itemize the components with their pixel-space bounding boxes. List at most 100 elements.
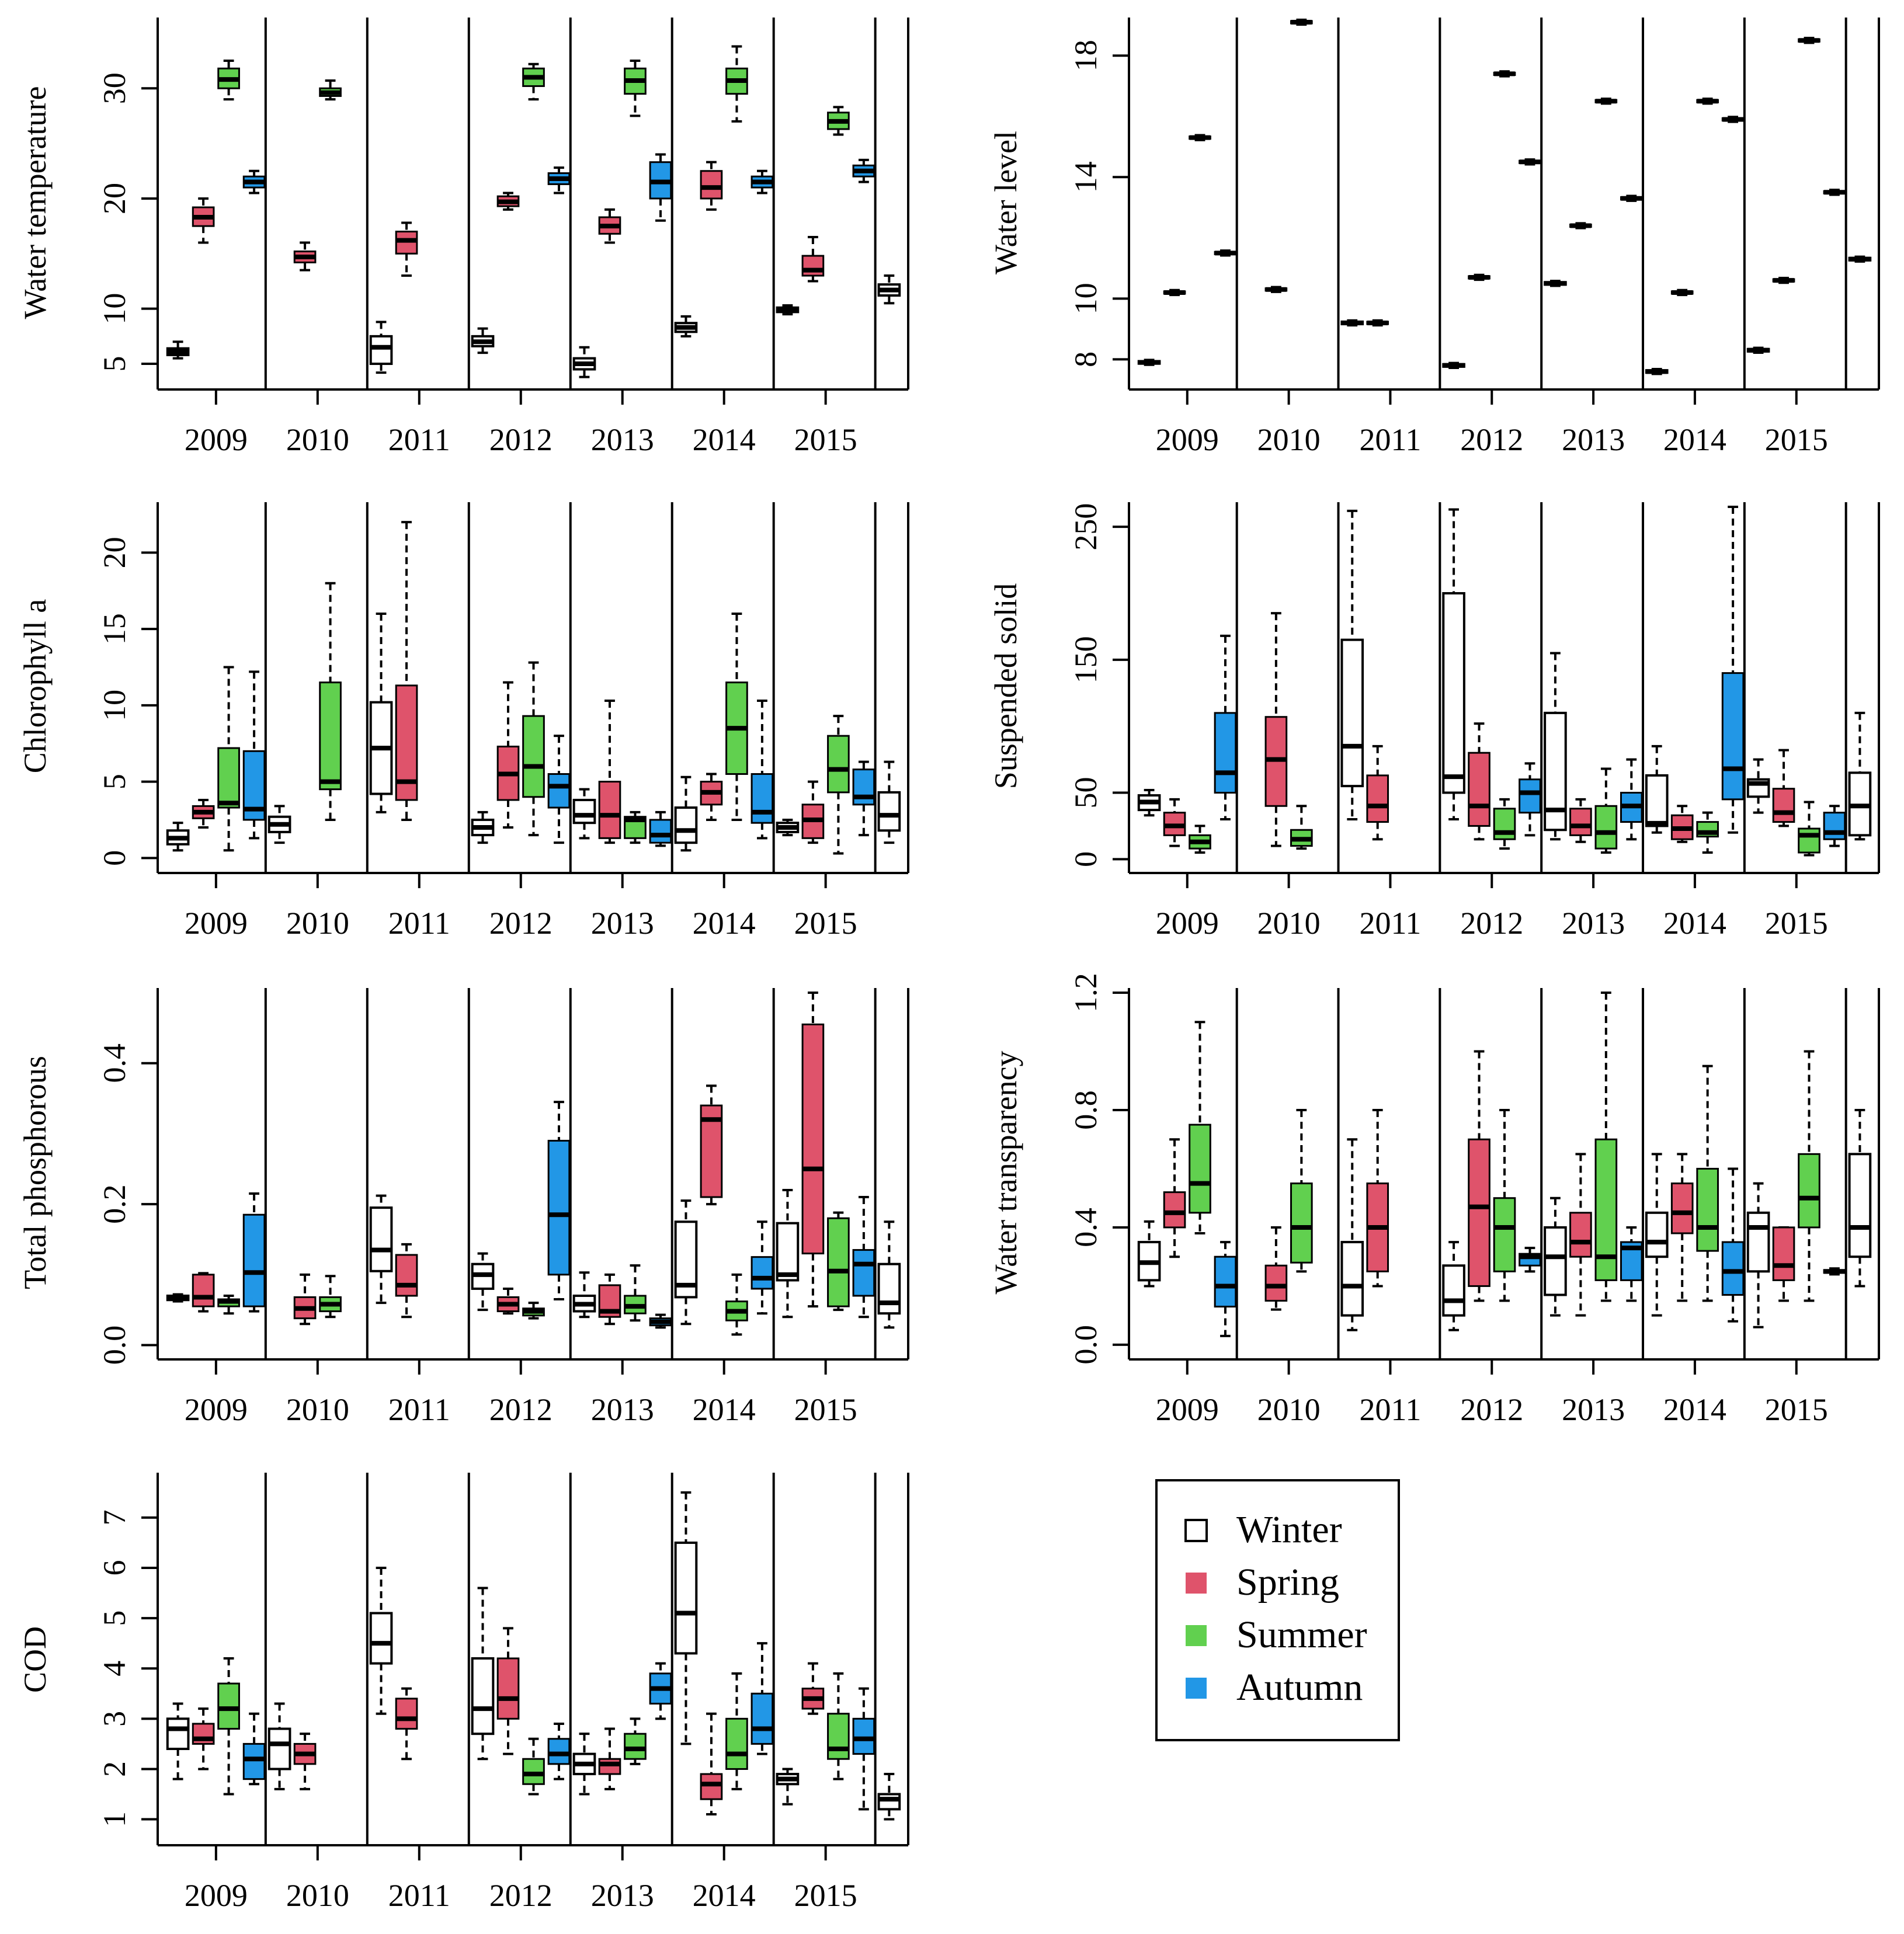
box-summer [624, 1717, 647, 1765]
box-spring [1670, 1153, 1694, 1302]
box-body [877, 1793, 901, 1811]
y-tick-label: 0.8 [1068, 1090, 1103, 1130]
box-autumn [649, 1313, 672, 1329]
box-winter [674, 1491, 698, 1745]
box-winter [166, 340, 190, 360]
y-tick-label: 14 [1068, 161, 1103, 193]
box-winter [1746, 346, 1770, 354]
box-autumn [751, 700, 774, 840]
box-body [877, 791, 901, 832]
panel-cod: COD 1 2 3 4 5 6 7 2009 2010 2011 2012 2013 2014 2015 [18, 1473, 909, 1913]
y-tick-label: 0.2 [97, 1184, 132, 1224]
box-body [598, 781, 621, 839]
box-spring [1468, 1050, 1490, 1302]
y-tick-label: 18 [1068, 40, 1103, 71]
box-spring [293, 1273, 317, 1326]
box-autumn [242, 1192, 266, 1313]
box-body [369, 1206, 393, 1272]
x-tick-label: 2009 [1156, 906, 1219, 941]
box-spring [395, 221, 418, 277]
box-body [547, 773, 571, 809]
box-body [1721, 672, 1745, 801]
box-body [217, 1682, 240, 1730]
x-tick-label: 2010 [286, 1392, 349, 1427]
box-autumn [1823, 1267, 1846, 1276]
panel-water-level: Water level 8 10 14 18 2009 2010 2011 2012 2013 2… [988, 18, 1880, 457]
y-tick-label: 20 [97, 537, 132, 568]
box-body [700, 1773, 723, 1800]
x-tick-label: 2014 [693, 422, 756, 457]
legend-label-spring: Spring [1236, 1561, 1339, 1603]
box-autumn [1519, 762, 1541, 837]
box-autumn [547, 166, 571, 194]
x-tick-label: 2012 [1460, 906, 1523, 941]
box-winter [1645, 745, 1669, 834]
box-spring [1366, 1108, 1389, 1288]
box-autumn [649, 153, 672, 222]
legend-label-summer: Summer [1236, 1613, 1367, 1656]
box-spring [1366, 319, 1389, 327]
box-summer [522, 1302, 545, 1320]
box-summer [725, 613, 748, 821]
x-tick-label: 2015 [794, 422, 857, 457]
box-body [700, 170, 723, 200]
x-tick-label: 2013 [591, 422, 654, 457]
box-spring [1468, 722, 1490, 841]
x-tick-label: 2013 [1562, 422, 1625, 457]
y-tick-label: 0.0 [97, 1326, 132, 1365]
box-spring [293, 241, 317, 272]
box-winter [776, 304, 800, 316]
box-body [751, 1692, 774, 1745]
x-tick-label: 2014 [1663, 906, 1726, 941]
x-tick-label: 2014 [693, 1392, 756, 1427]
box-body [166, 1717, 190, 1750]
box-summer [522, 1737, 545, 1796]
y-axis-title: Water temperature [18, 86, 53, 319]
box-body [1645, 1211, 1669, 1258]
box-body [522, 715, 545, 798]
box-winter [1137, 1220, 1161, 1288]
box-body [319, 681, 342, 791]
box-autumn [242, 1712, 266, 1786]
box-winter [1544, 652, 1567, 841]
box-winter [1746, 1182, 1770, 1328]
box-spring [598, 208, 621, 244]
x-tick-label: 2015 [1765, 906, 1828, 941]
box-winter [166, 1702, 190, 1780]
box-winter [369, 613, 393, 813]
x-tick-label: 2012 [489, 1392, 553, 1427]
y-tick-label: 0.4 [1068, 1208, 1103, 1247]
x-tick-label: 2010 [1257, 906, 1321, 941]
box-body [1645, 774, 1669, 827]
box-body [674, 806, 698, 844]
x-tick-label: 2015 [1765, 422, 1828, 457]
box-winter [776, 1768, 800, 1806]
box-winter [1137, 359, 1161, 366]
box-summer [1798, 801, 1820, 857]
box-body [1696, 1167, 1719, 1252]
box-winter [369, 321, 393, 374]
box-body [1519, 778, 1541, 814]
x-tick-label: 2015 [794, 1392, 857, 1427]
box-autumn [547, 735, 571, 844]
box-summer [1290, 18, 1313, 26]
box-body [1746, 1211, 1770, 1273]
box-winter [1544, 280, 1567, 287]
box-winter [877, 274, 901, 305]
box-winter [1340, 509, 1364, 821]
box-autumn [242, 169, 266, 194]
box-spring [1772, 276, 1795, 284]
box-body [1670, 1182, 1694, 1234]
y-tick-label: 30 [97, 72, 132, 104]
box-winter [572, 1733, 596, 1796]
y-axis-title: Water transparency [988, 1051, 1023, 1295]
box-winter [1645, 368, 1669, 375]
box-body [852, 1249, 875, 1297]
x-tick-label: 2010 [286, 906, 349, 941]
x-tick-label: 2011 [1359, 906, 1421, 941]
box-autumn [1823, 805, 1846, 847]
box-spring [1163, 1138, 1186, 1258]
x-tick-label: 2012 [489, 1878, 553, 1913]
box-summer [725, 1672, 748, 1790]
box-winter [877, 760, 901, 844]
